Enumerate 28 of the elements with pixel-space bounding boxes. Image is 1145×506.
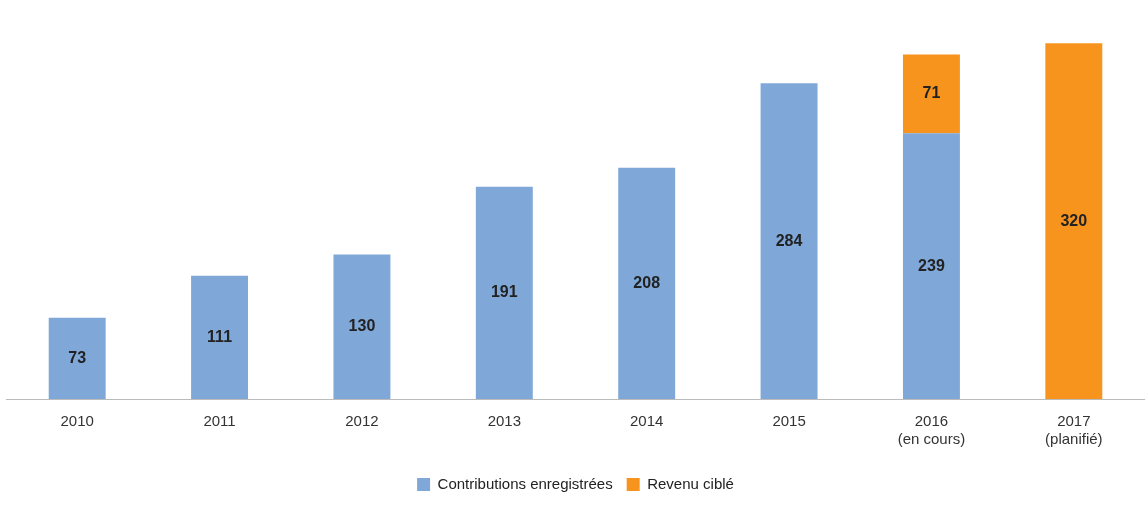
x-tick-label: 2017 (planifié) bbox=[1045, 412, 1103, 448]
data-label: 320 bbox=[1060, 211, 1088, 229]
x-tick-label: 2012 bbox=[345, 412, 379, 430]
data-label: 111 bbox=[207, 327, 233, 345]
bar bbox=[760, 83, 818, 399]
x-tick-label: 2013 bbox=[487, 412, 521, 430]
data-label: 130 bbox=[348, 317, 376, 335]
bar bbox=[191, 275, 249, 399]
x-tick-label: 2010 bbox=[60, 412, 94, 430]
x-tick-label: 2016 (en cours) bbox=[897, 412, 966, 448]
data-label: 208 bbox=[633, 273, 661, 291]
legend-label: Revenu ciblé bbox=[647, 474, 734, 492]
legend-label: Contributions enregistrées bbox=[437, 474, 613, 492]
data-label: 191 bbox=[490, 283, 518, 301]
bar bbox=[902, 54, 960, 134]
bar bbox=[475, 186, 533, 399]
bar bbox=[1045, 43, 1103, 399]
x-tick-label: 2011 bbox=[203, 412, 236, 430]
bar bbox=[333, 254, 391, 399]
bar bbox=[48, 317, 106, 399]
data-label: 284 bbox=[775, 231, 803, 249]
data-label: 239 bbox=[918, 256, 945, 274]
data-label: 71 bbox=[922, 84, 941, 102]
data-label: 73 bbox=[68, 348, 87, 366]
x-tick-label: 2015 bbox=[772, 412, 806, 430]
bar bbox=[902, 133, 960, 399]
bar bbox=[618, 167, 676, 399]
x-tick-label: 2014 bbox=[630, 412, 664, 430]
